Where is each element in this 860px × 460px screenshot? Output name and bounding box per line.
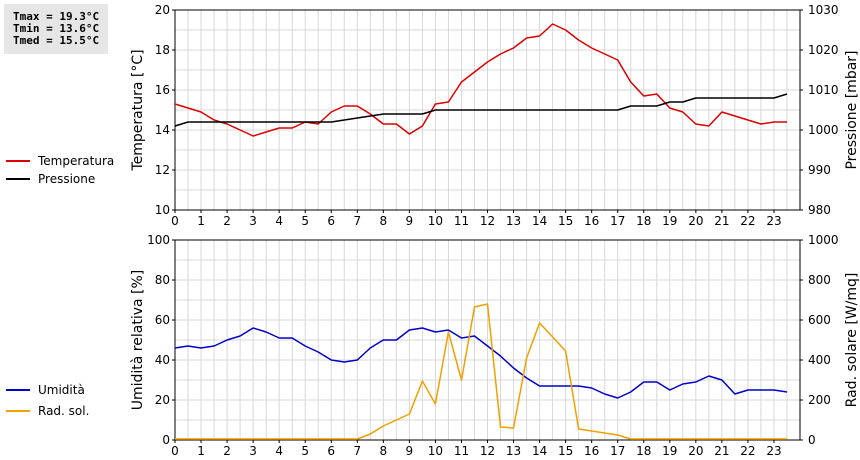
- x-tick-label: 8: [380, 444, 388, 458]
- x-tick-label: 4: [275, 444, 283, 458]
- y-tick-label: 12: [155, 163, 170, 177]
- y2-tick-label: 1030: [808, 3, 839, 17]
- x-tick-label: 16: [584, 444, 599, 458]
- y-tick-label: 18: [155, 43, 170, 57]
- x-tick-label: 0: [171, 214, 179, 228]
- y2-tick-label: 1000: [808, 233, 839, 247]
- x-tick-label: 13: [506, 444, 521, 458]
- legend-swatch-pressione: [6, 178, 30, 180]
- x-tick-label: 4: [275, 214, 283, 228]
- x-tick-label: 7: [353, 214, 361, 228]
- x-tick-label: 2: [223, 214, 231, 228]
- y-tick-label: 80: [155, 273, 170, 287]
- y2-tick-label: 200: [808, 393, 831, 407]
- x-tick-label: 11: [454, 444, 469, 458]
- series-line-temperatura: [174, 23, 787, 137]
- x-tick-label: 2: [223, 444, 231, 458]
- x-tick-label: 21: [714, 444, 729, 458]
- legend-swatch-umidita: [6, 389, 30, 391]
- legend-label-temperatura: Temperatura: [38, 154, 115, 168]
- y-tick-label: 10: [155, 203, 170, 217]
- y2-tick-label: 600: [808, 313, 831, 327]
- y-axis-title: Umidità relativa [%]: [130, 270, 146, 411]
- x-tick-label: 17: [610, 444, 625, 458]
- y2-axis-title: Pressione [mbar]: [844, 50, 860, 169]
- y-tick-label: 20: [155, 393, 170, 407]
- x-tick-label: 15: [558, 214, 573, 228]
- x-tick-label: 20: [688, 214, 703, 228]
- x-tick-label: 5: [301, 214, 309, 228]
- x-tick-label: 22: [740, 214, 755, 228]
- y-tick-label: 100: [147, 233, 170, 247]
- x-tick-label: 12: [480, 214, 495, 228]
- tmax-text: Tmax = 19.3°C: [13, 10, 100, 23]
- y2-tick-label: 1010: [808, 83, 839, 97]
- x-tick-label: 17: [610, 214, 625, 228]
- x-tick-label: 13: [506, 214, 521, 228]
- y2-tick-label: 1000: [808, 123, 839, 137]
- y-tick-label: 20: [155, 3, 170, 17]
- y-tick-label: 0: [162, 433, 170, 447]
- x-tick-label: 0: [171, 444, 179, 458]
- x-tick-label: 18: [636, 444, 651, 458]
- y2-tick-label: 0: [808, 433, 816, 447]
- x-tick-label: 15: [558, 444, 573, 458]
- x-tick-label: 16: [584, 214, 599, 228]
- y2-tick-label: 400: [808, 353, 831, 367]
- x-tick-label: 10: [428, 214, 443, 228]
- y2-tick-label: 1020: [808, 43, 839, 57]
- legend-label-rad-sol: Rad. sol.: [38, 404, 90, 418]
- legend-label-umidita: Umidità: [38, 383, 85, 397]
- y2-tick-label: 800: [808, 273, 831, 287]
- x-tick-label: 19: [662, 444, 677, 458]
- tmin-text: Tmin = 13.6°C: [13, 22, 100, 35]
- x-tick-label: 3: [249, 444, 257, 458]
- y-tick-label: 40: [155, 353, 170, 367]
- x-tick-label: 23: [766, 444, 781, 458]
- tmed-text: Tmed = 15.5°C: [13, 34, 100, 47]
- legend-swatch-temperatura: [6, 160, 30, 162]
- series-line-pressione: [174, 93, 788, 127]
- x-tick-label: 9: [406, 214, 414, 228]
- stats-box: Tmax = 19.3°C Tmin = 13.6°C Tmed = 15.5°…: [4, 4, 108, 54]
- legend-swatch-rad-sol: [6, 410, 30, 412]
- x-tick-label: 5: [301, 444, 309, 458]
- y-tick-label: 14: [155, 123, 170, 137]
- x-tick-label: 21: [714, 214, 729, 228]
- x-tick-label: 6: [327, 214, 335, 228]
- y2-tick-label: 980: [808, 203, 831, 217]
- x-tick-label: 9: [406, 444, 414, 458]
- y-tick-label: 60: [155, 313, 170, 327]
- x-tick-label: 8: [380, 214, 388, 228]
- x-tick-label: 14: [532, 444, 547, 458]
- x-tick-label: 23: [766, 214, 781, 228]
- x-tick-label: 12: [480, 444, 495, 458]
- x-tick-label: 10: [428, 444, 443, 458]
- x-tick-label: 20: [688, 444, 703, 458]
- series-line-umidit: [174, 327, 788, 399]
- x-tick-label: 1: [197, 444, 205, 458]
- series-line-rad-sol: [175, 303, 787, 440]
- y-axis-title: Temperatura [°C]: [130, 49, 146, 171]
- legend-label-pressione: Pressione: [38, 172, 96, 186]
- x-tick-label: 7: [353, 444, 361, 458]
- y-tick-label: 16: [155, 83, 170, 97]
- x-tick-label: 18: [636, 214, 651, 228]
- x-tick-label: 1: [197, 214, 205, 228]
- y2-axis-title: Rad. solare [W/mq]: [844, 273, 860, 408]
- x-tick-label: 22: [740, 444, 755, 458]
- x-tick-label: 14: [532, 214, 547, 228]
- x-tick-label: 19: [662, 214, 677, 228]
- x-tick-label: 3: [249, 214, 257, 228]
- y2-tick-label: 990: [808, 163, 831, 177]
- x-tick-label: 6: [327, 444, 335, 458]
- x-tick-label: 11: [454, 214, 469, 228]
